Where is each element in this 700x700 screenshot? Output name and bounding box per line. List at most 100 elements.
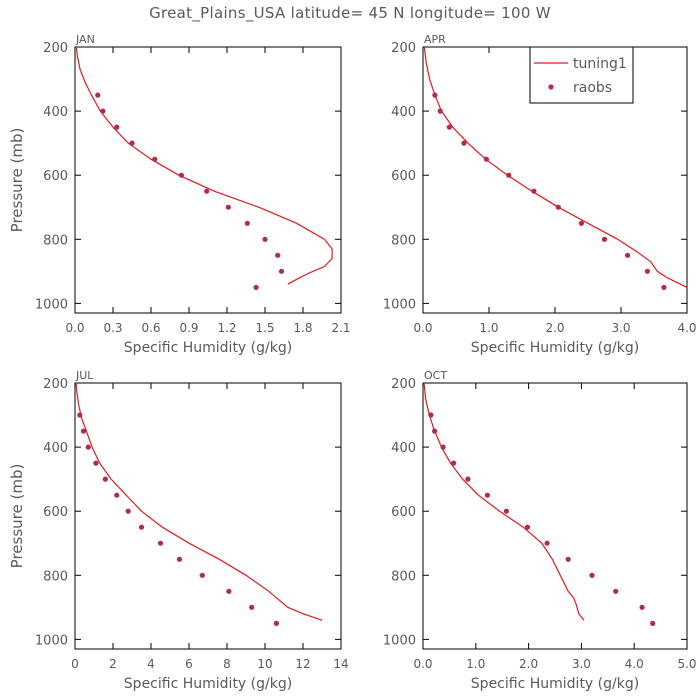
plot-frame bbox=[422, 382, 688, 650]
y-axis-label: Pressure (mb) bbox=[8, 464, 26, 569]
x-tick-label: 6 bbox=[185, 657, 193, 671]
panel-apr: APR 0.0 1.0 2.0 3.0 4.0 200 400 600 800 1000 Specif… bbox=[383, 33, 697, 356]
obs-point bbox=[644, 268, 651, 274]
obs-point bbox=[77, 412, 83, 418]
obs-point bbox=[114, 124, 120, 130]
obs-point bbox=[114, 492, 120, 498]
obs-point bbox=[249, 604, 255, 610]
series-line-tuning1 bbox=[423, 383, 585, 621]
x-tick-label: 1.2 bbox=[217, 321, 236, 335]
panel-title: OCT bbox=[424, 369, 447, 382]
obs-point bbox=[125, 508, 131, 514]
plot-frame bbox=[74, 46, 342, 314]
obs-point bbox=[601, 236, 608, 242]
x-tick-label: 0.6 bbox=[141, 321, 160, 335]
obs-point bbox=[639, 604, 645, 610]
obs-point bbox=[531, 188, 537, 194]
x-tick-label: 1.0 bbox=[466, 657, 485, 671]
obs-point bbox=[138, 524, 145, 530]
y-tick-label: 400 bbox=[43, 105, 68, 120]
y-tick-label: 1000 bbox=[383, 297, 416, 312]
panel-title: JUL bbox=[75, 369, 94, 382]
panel-oct: OCT 0.0 1.0 2.0 3.0 4.0 5.0 200 400 600 800 1000 Spe… bbox=[383, 369, 697, 692]
obs-point bbox=[199, 572, 205, 578]
y-tick-label: 600 bbox=[43, 505, 68, 520]
x-axis-label: Specific Humidity (g/kg) bbox=[471, 676, 639, 692]
panel-title: APR bbox=[424, 33, 446, 46]
y-tick-label: 400 bbox=[391, 441, 416, 456]
x-tick-label: 4 bbox=[147, 657, 155, 671]
x-tick-label: 1.5 bbox=[255, 321, 274, 335]
y-tick-label: 1000 bbox=[35, 633, 68, 648]
y-tick-label: 1000 bbox=[383, 633, 416, 648]
panel-jan: JAN 0.0 0.3 0.6 0.9 1.2 1.5 1.8 2.1 200 400 600 800 1… bbox=[8, 33, 351, 356]
x-tick-label: 2.0 bbox=[519, 657, 538, 671]
obs-point bbox=[465, 476, 471, 482]
obs-point bbox=[178, 172, 184, 178]
obs-point bbox=[432, 428, 438, 434]
x-tick-label: 0.0 bbox=[413, 321, 432, 335]
x-tick-label: 3.0 bbox=[572, 657, 591, 671]
x-tick-label: 2.1 bbox=[331, 321, 350, 335]
x-tick-label: 14 bbox=[333, 657, 348, 671]
series-line-tuning1 bbox=[75, 47, 333, 285]
obs-point bbox=[253, 284, 259, 290]
x-tick-label: 2 bbox=[109, 657, 117, 671]
obs-point bbox=[275, 252, 281, 258]
obs-point bbox=[613, 588, 619, 594]
y-tick-label: 800 bbox=[43, 233, 68, 248]
y-tick-label: 200 bbox=[391, 41, 416, 56]
x-axis-label: Specific Humidity (g/kg) bbox=[471, 340, 639, 356]
panel-title: JAN bbox=[75, 33, 95, 46]
obs-point bbox=[102, 476, 108, 482]
y-tick-label: 200 bbox=[43, 41, 68, 56]
obs-point bbox=[446, 124, 452, 130]
x-tick-label: 0.0 bbox=[413, 657, 432, 671]
y-axis-label: Pressure (mb) bbox=[8, 128, 26, 233]
x-tick-label: 0 bbox=[71, 657, 79, 671]
x-tick-label: 4.0 bbox=[625, 657, 644, 671]
obs-point bbox=[661, 284, 667, 290]
x-tick-label: 10 bbox=[257, 657, 272, 671]
obs-point bbox=[152, 156, 158, 162]
y-tick-label: 400 bbox=[391, 105, 416, 120]
x-axis-label: Specific Humidity (g/kg) bbox=[124, 340, 292, 356]
obs-point bbox=[544, 540, 550, 546]
x-tick-label: 12 bbox=[295, 657, 310, 671]
obs-point bbox=[428, 412, 434, 418]
legend-box bbox=[529, 46, 634, 104]
obs-point bbox=[176, 556, 183, 562]
obs-point bbox=[484, 492, 490, 498]
y-tick-label: 400 bbox=[43, 441, 68, 456]
obs-point bbox=[278, 268, 285, 274]
y-tick-label: 800 bbox=[391, 233, 416, 248]
legend-label: raobs bbox=[573, 80, 612, 96]
obs-point bbox=[80, 428, 87, 434]
y-tick-label: 600 bbox=[391, 169, 416, 184]
obs-point bbox=[440, 444, 446, 450]
obs-point bbox=[451, 460, 457, 466]
figure-title: Great_Plains_USA latitude= 45 N longitud… bbox=[149, 4, 551, 22]
obs-point bbox=[95, 92, 101, 98]
legend: tuning1 raobs bbox=[529, 46, 634, 104]
obs-point bbox=[650, 620, 656, 627]
obs-point bbox=[589, 572, 595, 578]
obs-point bbox=[226, 588, 232, 594]
obs-point bbox=[565, 556, 571, 562]
obs-point bbox=[244, 220, 250, 226]
obs-point bbox=[85, 444, 91, 450]
legend-point-swatch bbox=[548, 84, 554, 90]
x-tick-label: 1.8 bbox=[293, 321, 312, 335]
x-axis-label: Specific Humidity (g/kg) bbox=[124, 676, 292, 692]
y-tick-label: 600 bbox=[43, 169, 68, 184]
x-tick-label: 0.3 bbox=[103, 321, 122, 335]
obs-point bbox=[129, 140, 135, 146]
x-tick-label: 8 bbox=[223, 657, 231, 671]
obs-point bbox=[273, 620, 279, 627]
obs-point bbox=[506, 172, 512, 178]
obs-point bbox=[555, 204, 561, 210]
x-tick-label: 2.0 bbox=[545, 321, 564, 335]
obs-point bbox=[225, 204, 231, 210]
obs-point bbox=[625, 252, 631, 258]
y-tick-label: 800 bbox=[391, 569, 416, 584]
